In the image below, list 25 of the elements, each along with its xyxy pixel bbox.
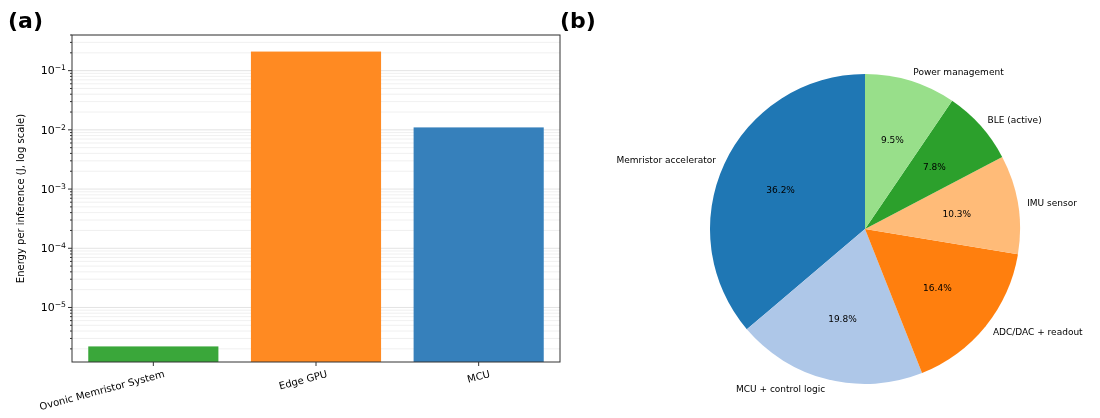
slice-label: ADC/DAC + readout: [992, 327, 1084, 338]
slice-label: Power management: [913, 67, 1005, 78]
pie-slice: [865, 100, 1003, 229]
chart-title: (a): [8, 8, 43, 33]
chart-title: (b): [560, 8, 596, 33]
y-tick-label: 10$^{−2}$: [40, 122, 67, 137]
slice-label: Memristor accelerator: [616, 155, 717, 166]
data-label: 9.5%: [880, 135, 905, 146]
y-tick-label: 10$^{−3}$: [40, 181, 67, 196]
data-label: 36.2%: [766, 185, 796, 196]
y-tick-label: 10$^{−4}$: [40, 240, 67, 256]
data-label: 10.3%: [942, 209, 972, 220]
data-label: 7.8%: [922, 162, 947, 173]
pie-slice: [865, 156, 1020, 255]
x-tick-label: MCU: [465, 368, 491, 385]
y-tick-label: 10$^{−5}$: [40, 299, 67, 315]
x-tick-label: Edge GPU: [277, 368, 329, 392]
slice-label: IMU sensor: [1027, 197, 1078, 208]
slice-label: MCU + control logic: [736, 383, 826, 394]
data-label: 16.4%: [923, 282, 953, 293]
y-tick-label: 10$^{−1}$: [40, 63, 67, 78]
data-label: 19.8%: [828, 314, 858, 325]
pie-slice: [746, 229, 923, 384]
y-axis-title: Energy per inference (J, log scale): [15, 113, 26, 284]
slice-label: BLE (active): [987, 114, 1042, 125]
